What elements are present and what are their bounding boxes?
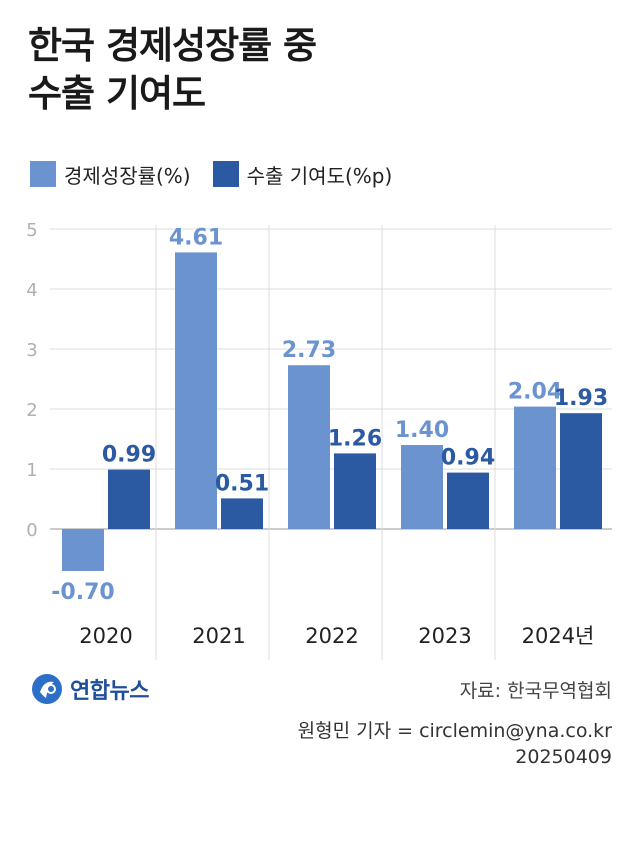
export-value-label-2022: 1.26 bbox=[328, 426, 382, 451]
legend-label-growth: 경제성장률(%) bbox=[64, 163, 191, 188]
legend-swatch-export bbox=[212, 161, 239, 187]
legend: 경제성장률(%) 수출 기여도(%p) bbox=[30, 160, 414, 188]
y-tick-label: 0 bbox=[26, 520, 37, 541]
y-tick-label: 1 bbox=[26, 460, 37, 481]
publish-date: 20250409 bbox=[515, 746, 612, 768]
bars bbox=[62, 252, 602, 571]
export-bar-2024년 bbox=[560, 413, 602, 529]
growth-value-label-2021: 4.61 bbox=[169, 225, 223, 250]
legend-item-export: 수출 기여도(%p) bbox=[212, 160, 393, 189]
yonhap-logo-icon bbox=[32, 674, 62, 704]
logo: 연합뉴스 bbox=[30, 672, 149, 706]
growth-value-label-2022: 2.73 bbox=[282, 338, 336, 363]
y-tick-label: 5 bbox=[26, 220, 37, 241]
chart-title: 한국 경제성장률 중 수출 기여도 bbox=[28, 22, 317, 118]
export-bar-2021 bbox=[221, 498, 263, 529]
export-bar-2022 bbox=[334, 453, 376, 529]
x-category-label: 2023 bbox=[418, 624, 471, 648]
growth-value-label-2024년: 2.04 bbox=[508, 380, 562, 405]
x-category-label: 2024년 bbox=[522, 624, 595, 648]
y-tick-label: 3 bbox=[26, 340, 37, 361]
growth-bar-2021 bbox=[175, 252, 217, 529]
export-value-label-2021: 0.51 bbox=[215, 471, 269, 496]
growth-bar-2020 bbox=[62, 529, 104, 571]
growth-value-label-2020: -0.70 bbox=[51, 580, 114, 605]
bar-chart: 0 1 2 3 4 5 -0.70 0.99 2020 4.61 0.51 2021 2.73 1.26… bbox=[26, 220, 612, 660]
legend-label-export: 수출 기여도(%p) bbox=[246, 163, 393, 188]
growth-bar-2023 bbox=[401, 445, 443, 529]
legend-swatch-growth bbox=[30, 161, 56, 187]
export-value-label-2020: 0.99 bbox=[102, 443, 156, 468]
chart-title-line-1: 한국 경제성장률 중 bbox=[28, 24, 317, 67]
x-category-label: 2020 bbox=[79, 624, 132, 648]
y-tick-label: 2 bbox=[26, 400, 37, 421]
x-category-label: 2021 bbox=[192, 624, 245, 648]
growth-bar-2022 bbox=[288, 365, 330, 529]
reporter-credit: 원형민 기자 = circlemin@yna.co.kr bbox=[297, 720, 612, 742]
legend-item-growth: 경제성장률(%) bbox=[30, 160, 191, 189]
growth-bar-2024년 bbox=[514, 406, 556, 529]
export-bar-2020 bbox=[108, 469, 150, 529]
growth-value-label-2023: 1.40 bbox=[395, 418, 449, 443]
export-value-label-2023: 0.94 bbox=[441, 446, 495, 471]
source-note: 자료: 한국무역협회 bbox=[459, 680, 612, 702]
y-tick-label: 4 bbox=[26, 280, 37, 301]
x-category-label: 2022 bbox=[305, 624, 358, 648]
credit: 원형민 기자 = circlemin@yna.co.kr 20250409 bbox=[298, 718, 612, 770]
chart-title-line-2: 수출 기여도 bbox=[28, 72, 206, 115]
export-bar-2023 bbox=[447, 472, 489, 529]
logo-text: 연합뉴스 bbox=[70, 679, 149, 704]
export-value-label-2024년: 1.93 bbox=[554, 386, 608, 411]
data-labels: -0.70 0.99 2020 4.61 0.51 2021 2.73 1.26 2022 1.4… bbox=[51, 225, 608, 648]
